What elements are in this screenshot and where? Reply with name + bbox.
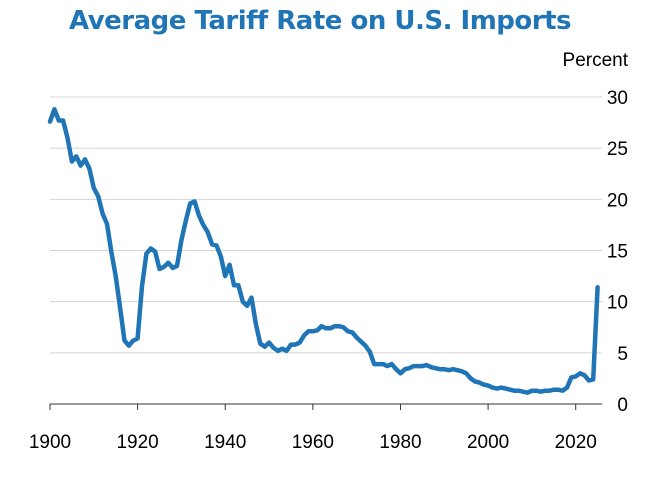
- y-tick-label-0: 0: [617, 395, 628, 416]
- y-tick-label-10: 10: [607, 293, 628, 314]
- tick-labels: 0 5 10 15 20 25 30 1900 1920 1940 1960 1980 2000 2020: [29, 88, 628, 453]
- y-tick-label-25: 25: [607, 139, 628, 160]
- y-tick-label-30: 30: [607, 88, 628, 109]
- x-tick-label-1980: 1980: [379, 432, 421, 453]
- y-axis-unit-label: Percent: [563, 50, 629, 71]
- x-tick-label-1960: 1960: [292, 432, 334, 453]
- axes: [49, 403, 602, 410]
- gridlines: [50, 96, 602, 354]
- x-tick-label-2020: 2020: [555, 432, 597, 453]
- x-tick-label-2000: 2000: [467, 432, 509, 453]
- y-tick-label-5: 5: [617, 344, 628, 365]
- chart-title: Average Tariff Rate on U.S. Imports: [69, 6, 572, 36]
- x-tick-label-1940: 1940: [204, 432, 246, 453]
- y-tick-label-20: 20: [607, 190, 628, 211]
- x-tick-label-1920: 1920: [116, 432, 158, 453]
- y-tick-label-15: 15: [607, 242, 628, 263]
- series-layer: [47, 107, 600, 395]
- x-tick-label-1900: 1900: [29, 432, 71, 453]
- series-line-0: [47, 107, 600, 395]
